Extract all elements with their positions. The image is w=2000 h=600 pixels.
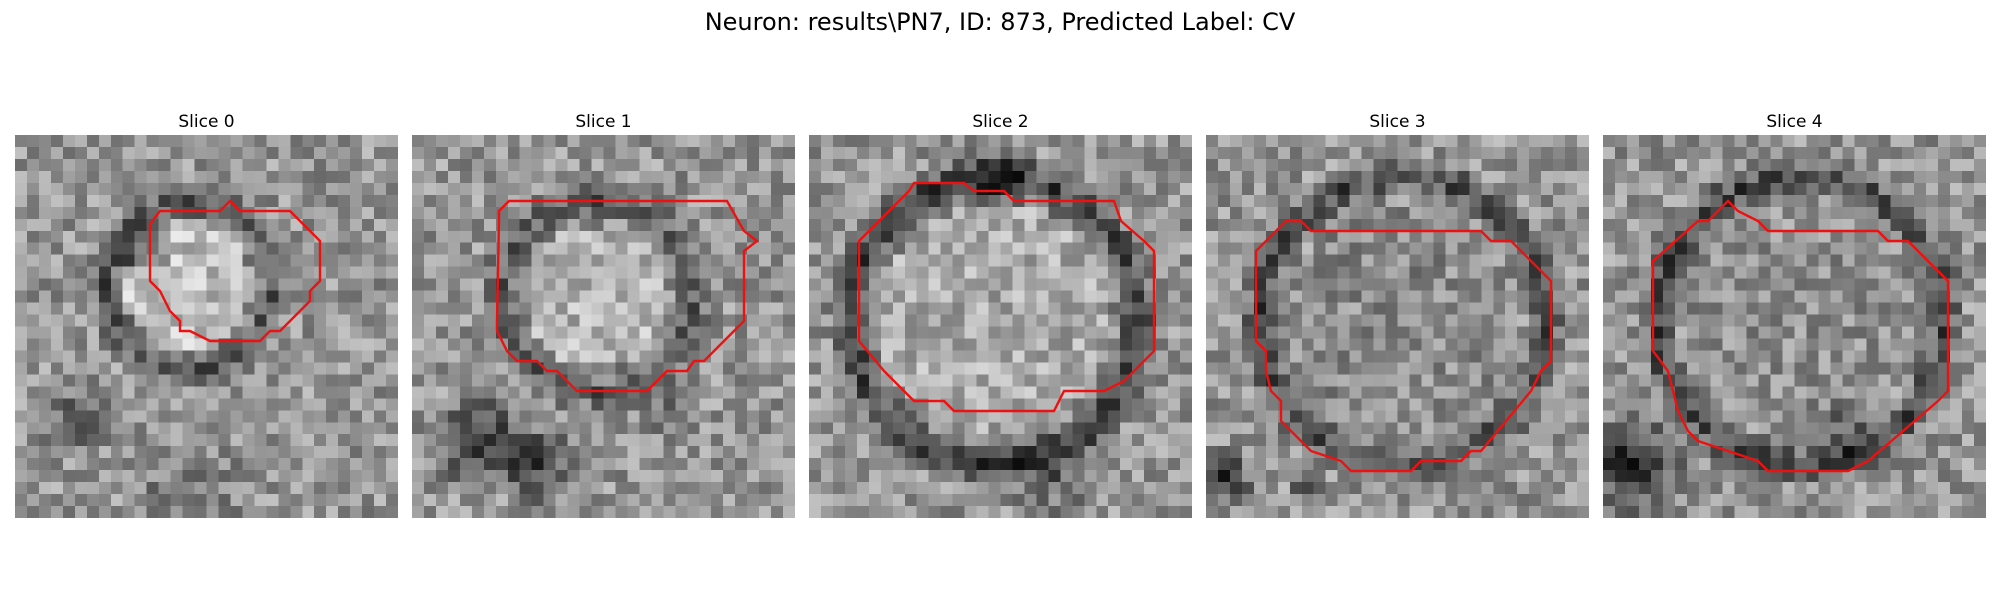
slice-title: Slice 0	[178, 112, 235, 132]
slice-image-1	[412, 135, 795, 518]
slice-image-2	[809, 135, 1192, 518]
contour-overlay	[1254, 219, 1553, 473]
contour-overlay	[857, 181, 1156, 413]
segmentation-contour	[1254, 219, 1553, 473]
grayscale-slice	[809, 135, 1192, 518]
slice-panel-4: Slice 4	[1603, 110, 1986, 518]
slice-panel-1: Slice 1	[412, 110, 795, 518]
contour-overlay	[1651, 199, 1950, 473]
slice-image-4	[1603, 135, 1986, 518]
slice-title: Slice 2	[972, 112, 1029, 132]
grayscale-slice	[1603, 135, 1986, 518]
slice-image-3	[1206, 135, 1589, 518]
figure-title: Neuron: results\PN7, ID: 873, Predicted …	[704, 8, 1296, 36]
slice-title: Slice 4	[1766, 112, 1823, 132]
grayscale-slice	[412, 135, 795, 518]
contour-overlay	[148, 199, 322, 343]
slice-panel-0: Slice 0	[15, 110, 398, 518]
segmentation-contour	[495, 199, 759, 393]
segmentation-contour	[1651, 199, 1950, 473]
slice-image-0	[15, 135, 398, 518]
slice-panel-3: Slice 3	[1206, 110, 1589, 518]
slice-title: Slice 1	[575, 112, 632, 132]
segmentation-contour	[148, 199, 322, 343]
contour-overlay	[495, 199, 759, 393]
segmentation-contour	[857, 181, 1156, 413]
slice-title: Slice 3	[1369, 112, 1426, 132]
slice-panel-2: Slice 2	[809, 110, 1192, 518]
grayscale-slice	[1206, 135, 1589, 518]
grayscale-slice	[15, 135, 398, 518]
